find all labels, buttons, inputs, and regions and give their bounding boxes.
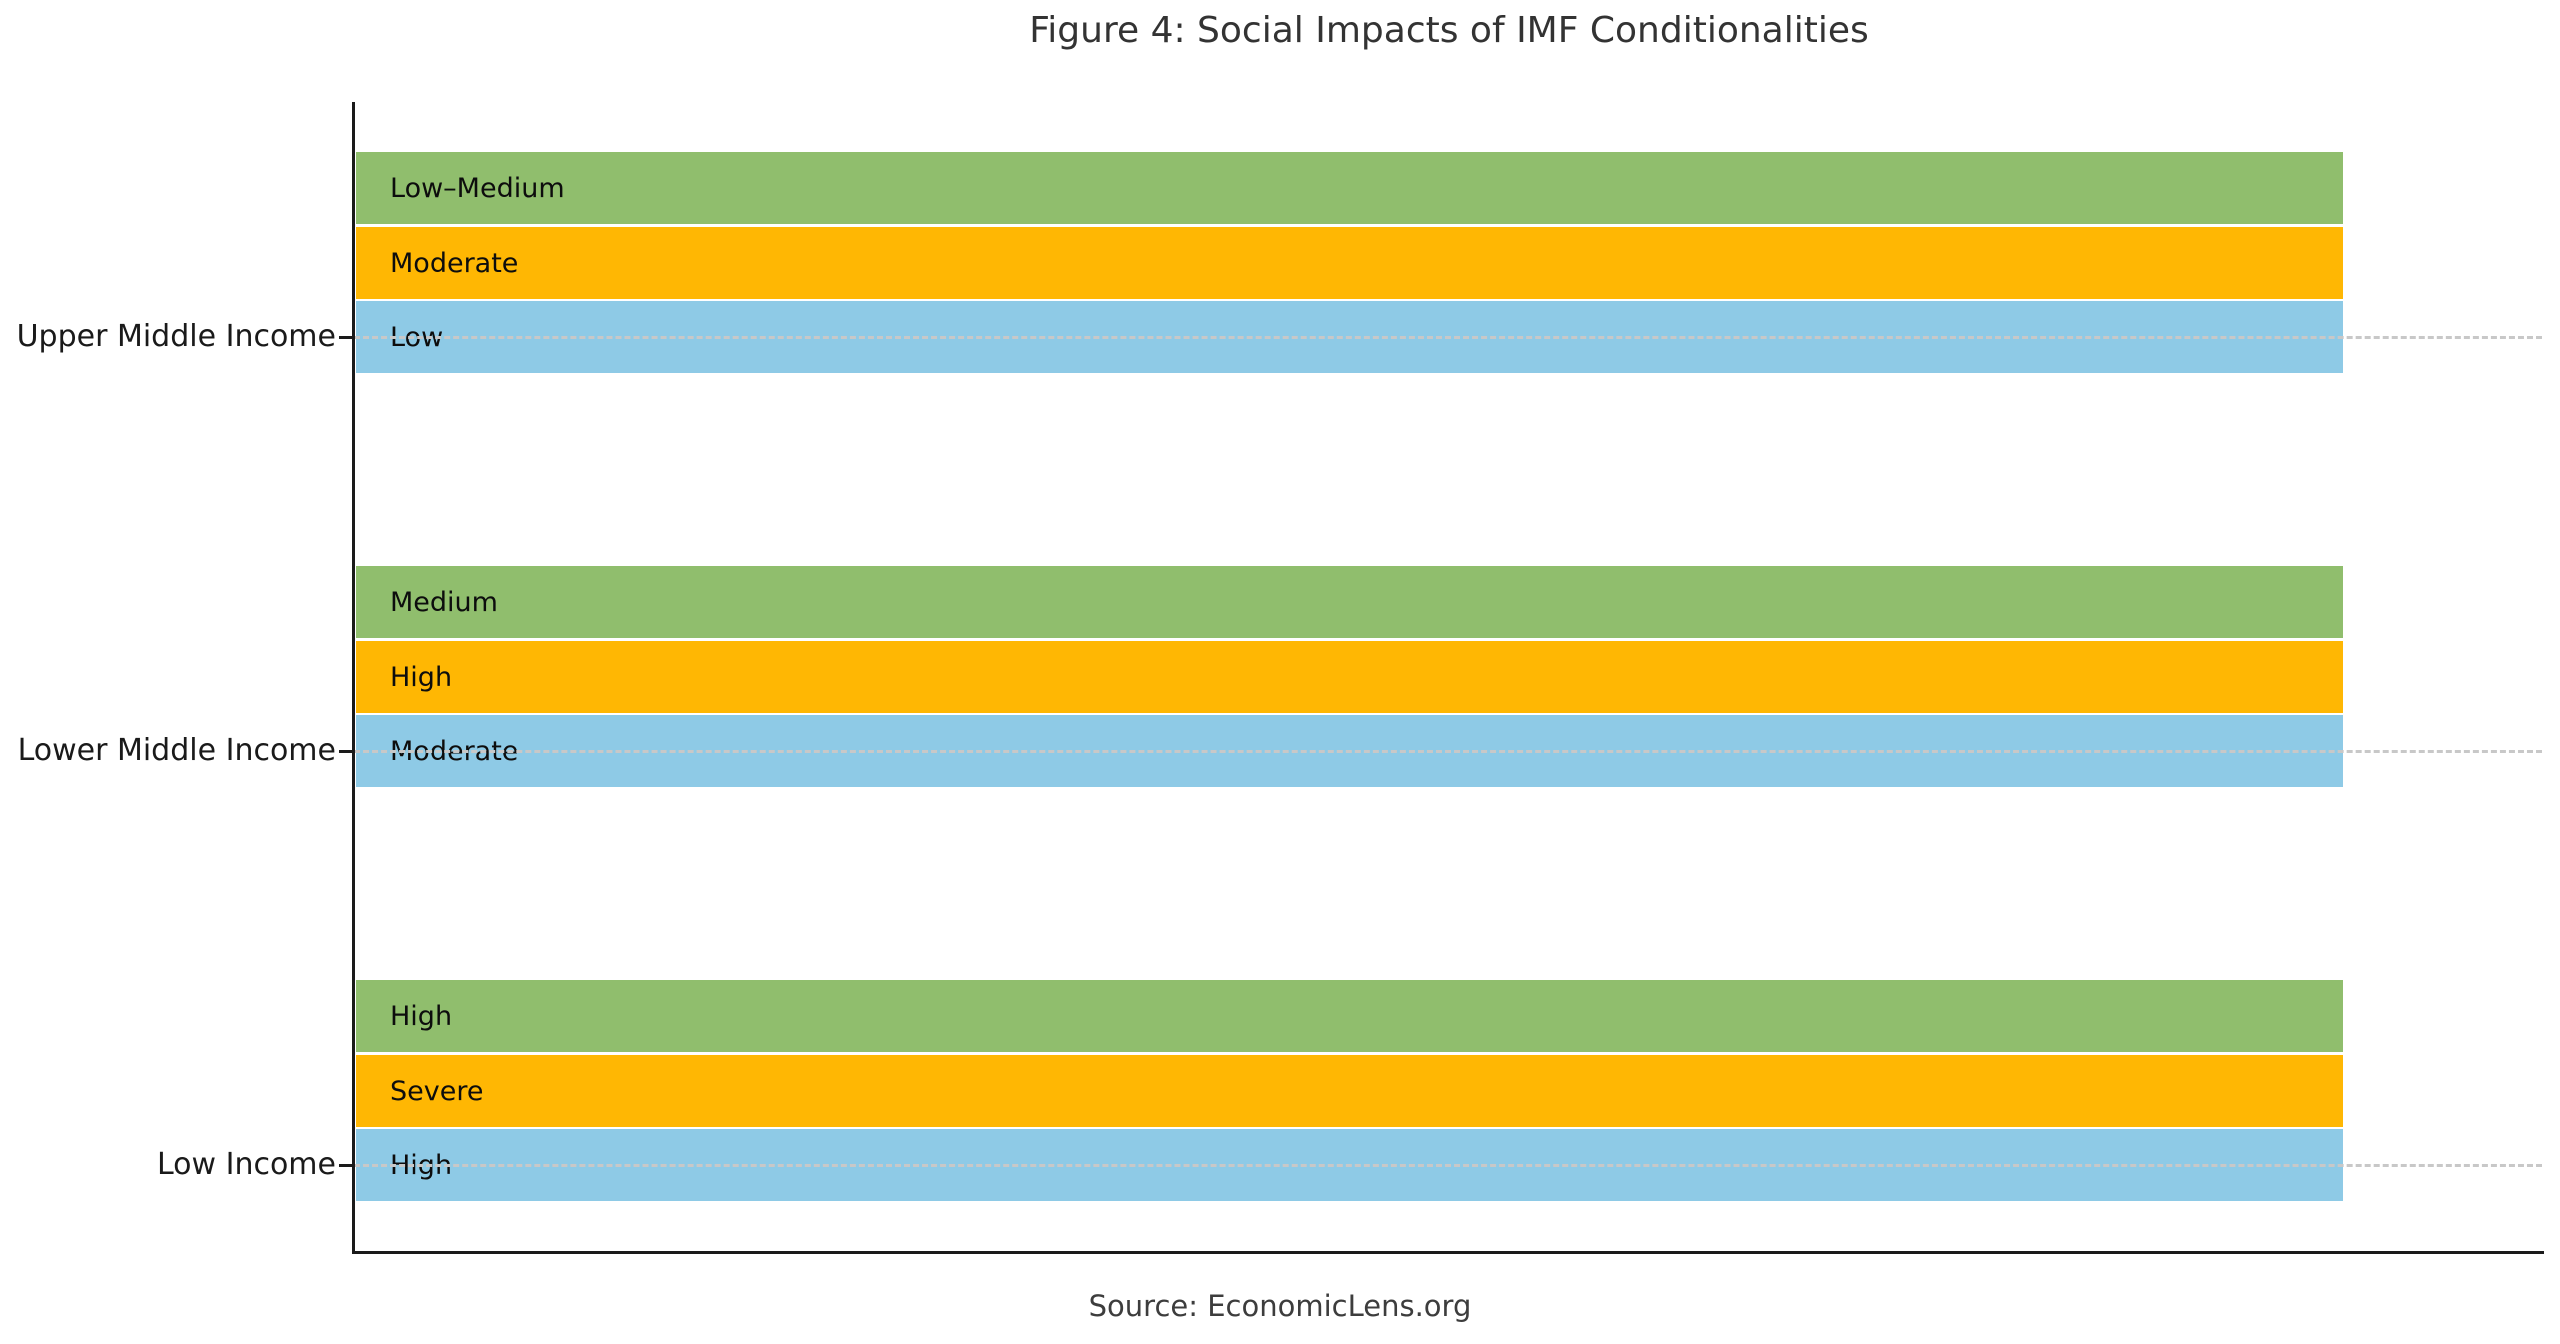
y-axis-spine <box>352 102 355 1254</box>
gridline-upper-middle <box>354 336 2542 339</box>
gridline-low-income <box>354 1164 2542 1167</box>
ytick-label-low-income: Low Income <box>156 1147 336 1182</box>
chart-title: Figure 4: Social Impacts of IMF Conditio… <box>1029 10 1869 51</box>
bar-label: High <box>390 661 453 693</box>
bar-label: Low–Medium <box>390 172 565 204</box>
bar-label: High <box>390 1000 453 1032</box>
tick-mark-lower-middle <box>339 750 353 753</box>
bar-low-income-green: High <box>356 980 2343 1052</box>
source-caption: Source: EconomicLens.org <box>1088 1289 1472 1323</box>
bar-upper-middle-green: Low–Medium <box>356 152 2343 224</box>
ytick-label-lower-middle-income: Lower Middle Income <box>17 733 336 768</box>
bar-label: Moderate <box>390 247 519 279</box>
x-axis-spine <box>352 1251 2544 1254</box>
bar-label: Medium <box>390 586 498 618</box>
tick-mark-upper-middle <box>339 336 353 339</box>
bar-low-income-orange: Severe <box>356 1055 2343 1127</box>
ytick-label-upper-middle-income: Upper Middle Income <box>16 319 336 354</box>
bar-lower-middle-orange: High <box>356 641 2343 713</box>
tick-mark-low-income <box>339 1164 353 1167</box>
bar-lower-middle-green: Medium <box>356 566 2343 638</box>
gridline-lower-middle <box>354 750 2542 753</box>
bar-label: Severe <box>390 1075 484 1107</box>
bar-upper-middle-orange: Moderate <box>356 227 2343 299</box>
